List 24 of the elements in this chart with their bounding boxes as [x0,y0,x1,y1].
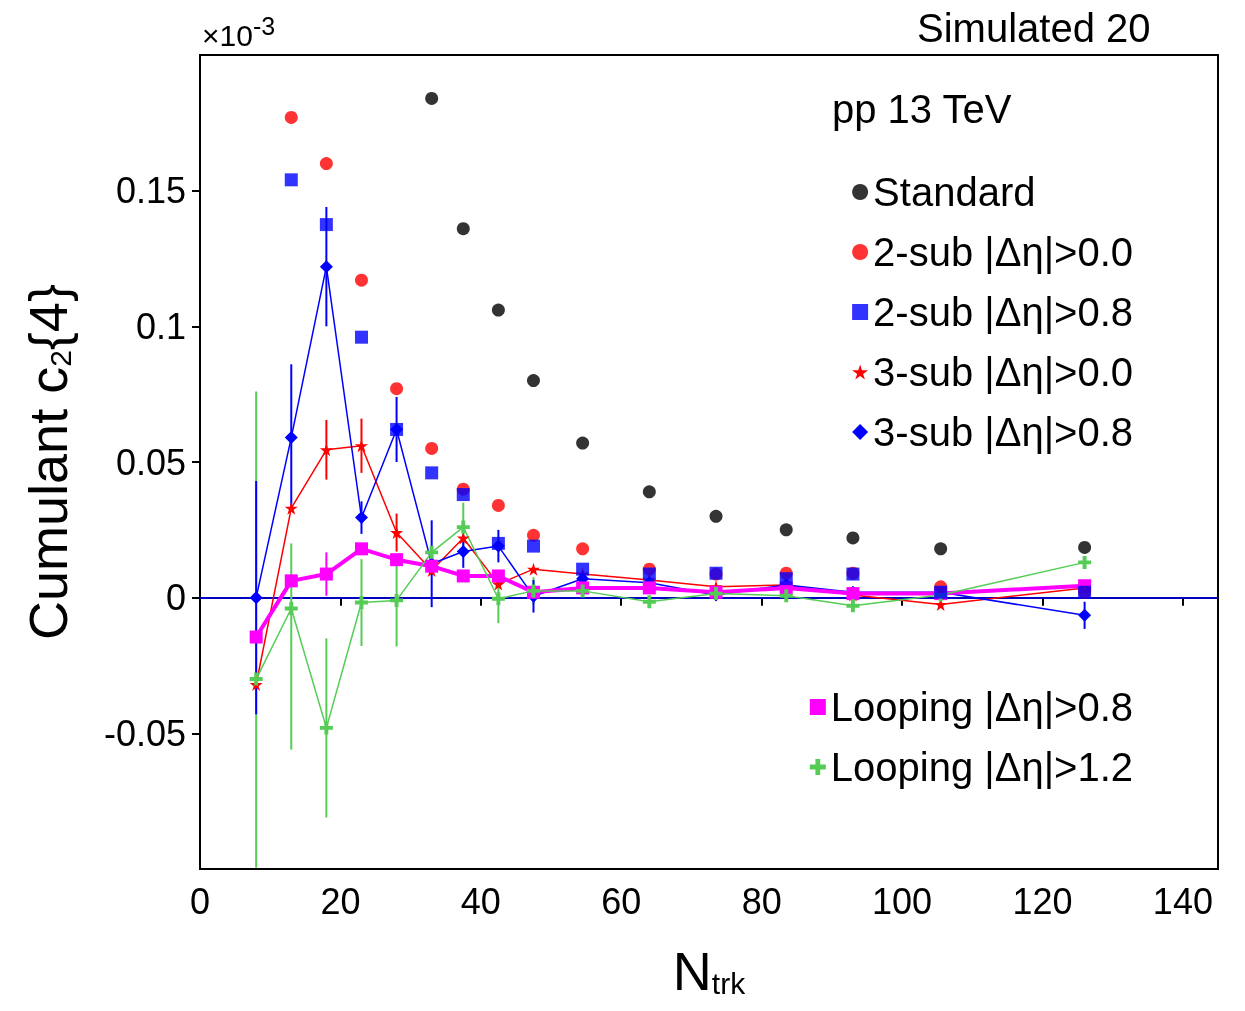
text: Simulated 20 [917,5,1151,52]
x-tick-label: 140 [1152,880,1213,922]
y-tick-label: 0 [165,577,186,619]
x-tick-label: 40 [460,880,501,922]
x-tick-label: 60 [601,880,642,922]
legend-label: 3-sub |Δη|>0.0 [873,350,1134,394]
x-tick-label: 120 [1012,880,1073,922]
y-axis-title: Cumulant c2{4} [18,284,78,640]
x-tick-label: 80 [741,880,782,922]
y-tick-label: 0.15 [115,170,186,212]
legend-label: Looping |Δη|>0.8 [830,685,1133,729]
x-tick-label: 100 [872,880,933,922]
y-tick-label: 0.05 [115,441,186,483]
annotation: pp 13 TeV [832,86,1012,133]
legend-label: 3-sub |Δη|>0.8 [873,410,1134,454]
x-tick-label: 20 [320,880,361,922]
legend-label: Looping |Δη|>1.2 [830,745,1133,789]
legend-label: Standard [873,170,1036,214]
legend-label: 2-sub |Δη|>0.8 [873,290,1134,334]
text: ×10$^{-3}$ [202,11,276,54]
legend-label: 2-sub |Δη|>0.0 [873,230,1134,274]
y-tick-label: 0.1 [135,305,186,347]
y-tick-label: -0.05 [103,712,186,754]
x-axis-title: Ntrk [672,941,747,1001]
